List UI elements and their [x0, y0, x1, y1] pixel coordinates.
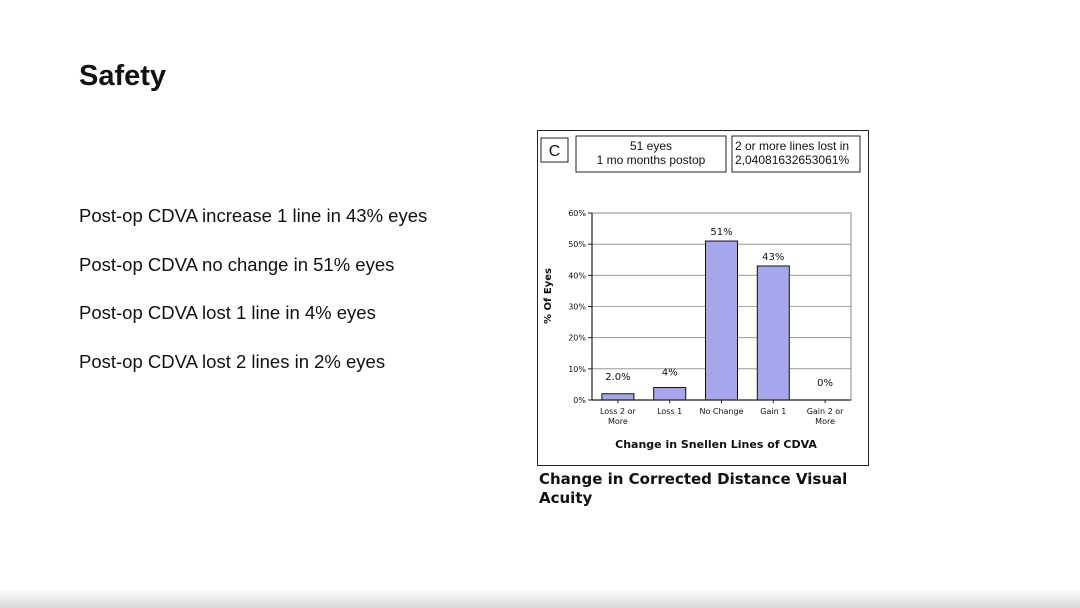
data-label: 51%: [710, 227, 732, 238]
y-tick-label: 10%: [568, 365, 586, 374]
lines-lost-line1: 2 or more lines lost in: [735, 139, 849, 153]
bar: [653, 387, 687, 401]
data-label: 43%: [762, 252, 784, 263]
eyes-info-box: [575, 135, 727, 173]
bullet-item: Post-op CDVA lost 2 lines in 2% eyes: [79, 351, 386, 373]
x-tick-label: More: [608, 417, 628, 426]
eyes-info-line1: 51 eyes: [630, 139, 672, 153]
y-tick-label: 40%: [568, 271, 586, 280]
data-labels: 2.0% 4% 51% 43% 0%: [605, 227, 833, 389]
eyes-info-line2: 1 mo months postop: [597, 153, 706, 167]
x-tick-label: Gain 2 or: [807, 407, 844, 416]
slide-bottom-shadow: [0, 588, 1080, 608]
x-tick-label: Loss 1: [657, 407, 682, 416]
x-tick-label: More: [815, 417, 835, 426]
x-axis-label: Change in Snellen Lines of CDVA: [615, 438, 817, 451]
bar-chart: C 51 eyes 1 mo months postop 2 or more l…: [540, 135, 861, 451]
bullet-item: Post-op CDVA lost 1 line in 4% eyes: [79, 302, 376, 324]
y-tick-label: 60%: [568, 209, 586, 218]
figure-caption: Change in Corrected Distance Visual Acui…: [539, 470, 848, 507]
bar: [756, 265, 790, 401]
slide-title: Safety: [79, 60, 167, 92]
y-tick-label: 30%: [568, 303, 586, 312]
bullet-item: Post-op CDVA no change in 51% eyes: [79, 253, 395, 275]
x-tick-label: Loss 2 or: [600, 407, 637, 416]
y-axis-ticks: 0% 10% 20% 30% 40% 50% 60%: [568, 209, 593, 405]
data-label: 4%: [662, 368, 678, 379]
bullet-item: Post-op CDVA increase 1 line in 43% eyes: [79, 205, 428, 226]
bar: [705, 240, 738, 401]
x-tick-label: No Change: [699, 407, 743, 416]
chart-figure: C 51 eyes 1 mo months postop 2 or more l…: [537, 130, 869, 466]
panel-letter: C: [549, 143, 561, 160]
y-tick-label: 50%: [568, 240, 586, 249]
data-label: 2.0%: [605, 372, 630, 383]
lines-lost-box: [731, 135, 861, 173]
x-tick-label: Gain 1: [760, 407, 786, 416]
bar: [601, 393, 635, 401]
y-axis-label: % Of Eyes: [543, 268, 554, 324]
bullet-list: Post-op CDVA increase 1 line in 43% eyes…: [79, 204, 427, 399]
panel-letter-box: [540, 137, 569, 163]
lines-lost-line2: 2,04081632653061%: [735, 153, 849, 167]
bars: [601, 240, 790, 401]
data-label: 0%: [817, 378, 833, 389]
y-tick-label: 20%: [568, 334, 586, 343]
y-tick-label: 0%: [573, 396, 586, 405]
